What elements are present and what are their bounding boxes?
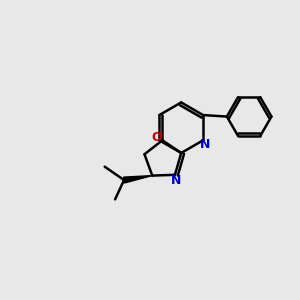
Text: N: N [171, 174, 182, 187]
Text: N: N [200, 138, 211, 151]
Polygon shape [124, 176, 152, 183]
Text: O: O [152, 131, 162, 144]
